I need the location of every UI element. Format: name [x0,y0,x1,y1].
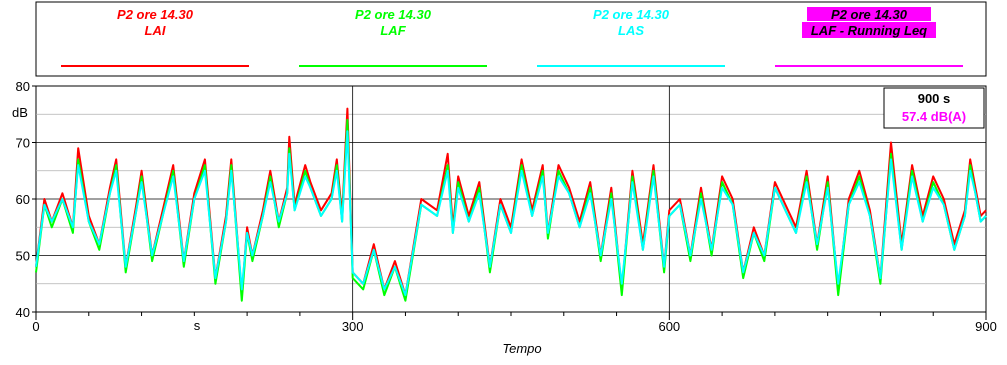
legend-series-label: LAF - Running Leq [811,23,927,38]
info-box-leq: 57.4 dB(A) [902,109,966,124]
y-tick-label: 40 [16,305,30,320]
y-tick-label: 70 [16,136,30,151]
x-axis-unit-label: s [194,318,201,333]
x-axis-title: Tempo [502,341,541,356]
legend-series-label: LAI [145,23,166,38]
y-axis-label: dB [12,105,28,120]
x-tick-label: 300 [342,319,364,334]
y-tick-label: 60 [16,192,30,207]
x-tick-label: 900 [975,319,997,334]
x-tick-label: 0 [32,319,39,334]
y-tick-label: 50 [16,249,30,264]
legend-highlight-1 [807,7,931,21]
axis-ticks: 0 300 600 900 40 50 60 70 80 [16,79,997,334]
info-box [883,87,985,129]
x-tick-label: 600 [658,319,680,334]
legend-series-label: LAS [618,23,644,38]
legend-title: P2 ore 14.30 [117,7,194,22]
y-tick-label: 80 [16,79,30,94]
legend-title: P2 ore 14.30 [355,7,432,22]
legend-title: P2 ore 14.30 [593,7,670,22]
legend-title: P2 ore 14.30 [831,7,908,22]
series-line-las [35,130,987,297]
info-box-time: 900 s [918,91,951,106]
legend-highlight-2 [802,22,936,38]
legend-series-label: LAF [380,23,406,38]
series-lines [35,107,987,302]
